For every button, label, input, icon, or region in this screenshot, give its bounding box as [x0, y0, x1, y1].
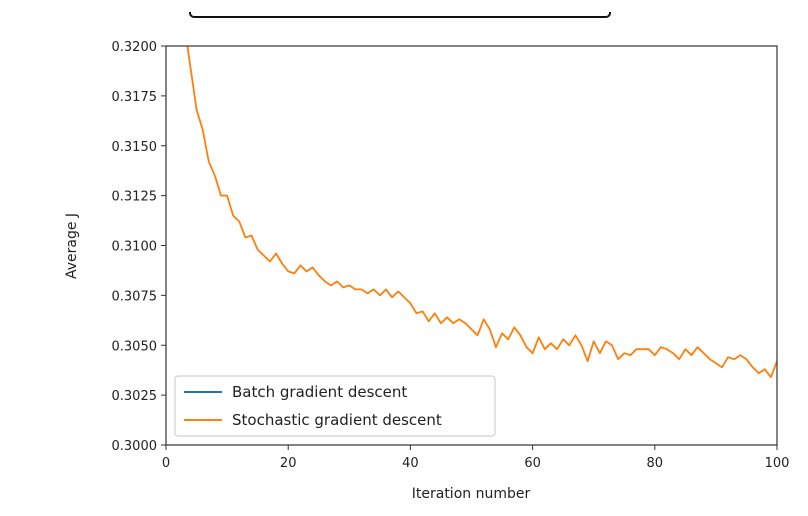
top-cropped-bar-mask: [180, 0, 620, 12]
x-tick-label: 20: [280, 456, 297, 471]
legend-label-batch: Batch gradient descent: [232, 383, 407, 401]
x-tick-label: 100: [765, 456, 790, 471]
y-tick-label: 0.3150: [112, 140, 158, 155]
legend: Batch gradient descent Stochastic gradie…: [174, 375, 496, 437]
legend-label-stochastic: Stochastic gradient descent: [232, 411, 442, 429]
x-tick-label: 80: [647, 456, 664, 471]
axes: 0.3000 0.3025 0.3050 0.3075 0.3100 0.3125 0.31…: [112, 40, 790, 471]
legend-box: [174, 375, 496, 437]
plot-area: [186, 46, 777, 379]
y-tick-label: 0.3000: [112, 439, 158, 454]
y-tick-label: 0.3025: [112, 389, 158, 404]
series-line-1: [186, 46, 777, 379]
y-tick-label: 0.3075: [112, 289, 158, 304]
y-tick-label: 0.3050: [112, 339, 158, 354]
y-tick-label: 0.3175: [112, 90, 158, 105]
x-tick-label: 60: [524, 456, 541, 471]
y-tick-label: 0.3100: [112, 240, 158, 255]
x-axis-label: Iteration number: [412, 486, 531, 502]
y-axis-label: Average J: [64, 213, 80, 279]
x-tick-label: 40: [402, 456, 419, 471]
y-tick-label: 0.3125: [112, 190, 158, 205]
x-tick-label: 0: [162, 456, 170, 471]
y-tick-label: 0.3200: [112, 40, 158, 55]
